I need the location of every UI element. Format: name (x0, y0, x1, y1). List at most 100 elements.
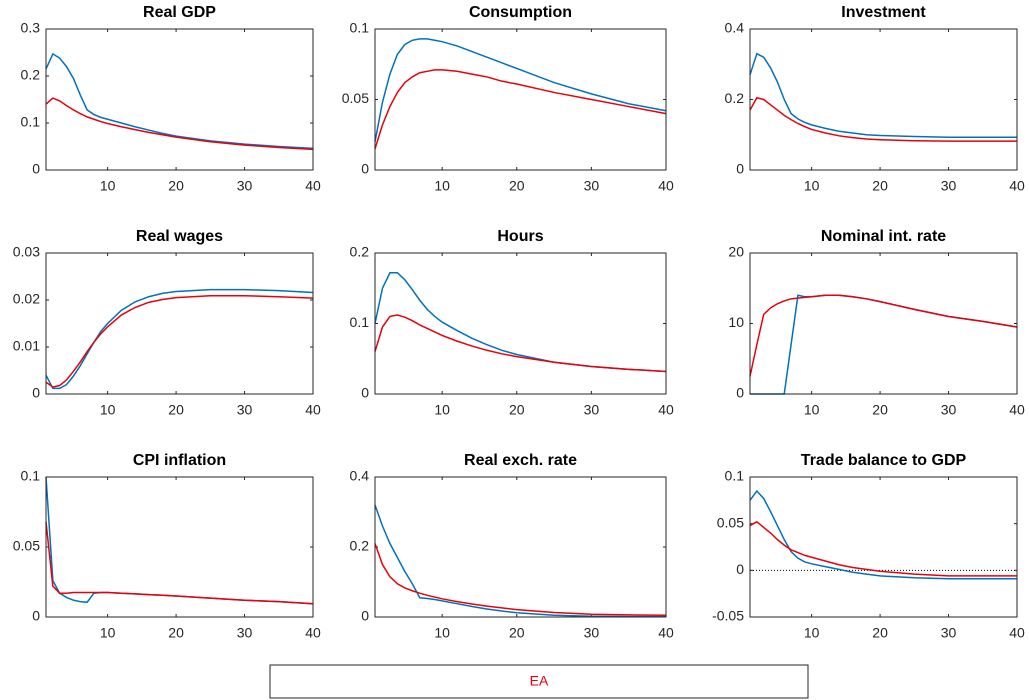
x-tick-label: 30 (584, 402, 600, 418)
y-tick-label: 0.1 (350, 20, 370, 36)
line-series (45, 288, 314, 390)
x-tick-label: 30 (941, 625, 957, 641)
axes-box (374, 476, 667, 618)
x-tick-label: 40 (305, 402, 321, 418)
axes-box (374, 28, 667, 171)
subplot-title: Real GDP (143, 4, 216, 21)
x-tick-label: 30 (237, 402, 253, 418)
subplot-title: Investment (841, 4, 926, 21)
y-tick-label: 0.1 (350, 314, 370, 330)
x-tick-label: 20 (509, 402, 525, 418)
subplot-title: Hours (497, 228, 543, 245)
x-tick-label: 20 (168, 402, 184, 418)
line-series (45, 295, 314, 388)
y-tick-label: 0.2 (350, 538, 370, 554)
axes-box (45, 476, 314, 618)
y-tick-label: 0.03 (13, 244, 40, 260)
x-tick-label: 30 (941, 402, 957, 418)
line-series (374, 504, 666, 618)
x-tick-label: 30 (941, 178, 957, 194)
axes-box (374, 252, 667, 395)
x-tick-label: 20 (872, 178, 888, 194)
legend-label: EA (530, 673, 549, 689)
x-tick-label: 30 (584, 178, 600, 194)
x-tick-label: 10 (434, 402, 450, 418)
axes-box (749, 476, 1018, 618)
y-tick-label: 0.05 (342, 90, 369, 106)
x-tick-label: 40 (305, 178, 321, 194)
subplot-title: Real wages (136, 228, 223, 245)
line-series (749, 96, 1017, 142)
axes-box (749, 28, 1018, 171)
y-tick-label: 0 (32, 608, 40, 624)
x-tick-label: 10 (804, 402, 820, 418)
y-tick-label: 0.1 (21, 114, 41, 130)
x-tick-label: 20 (168, 625, 184, 641)
x-tick-label: 40 (305, 625, 321, 641)
subplot-title: Consumption (469, 4, 572, 21)
y-tick-label: -0.05 (712, 608, 744, 624)
x-tick-label: 10 (804, 625, 820, 641)
y-tick-label: 0.2 (725, 90, 745, 106)
x-tick-label: 30 (237, 178, 253, 194)
line-series (749, 520, 1017, 577)
y-tick-label: 0 (361, 608, 369, 624)
x-tick-label: 20 (872, 625, 888, 641)
legend-box (269, 664, 809, 699)
y-tick-label: 0.4 (725, 20, 745, 36)
y-tick-label: 0 (736, 161, 744, 177)
y-tick-label: 0.3 (21, 20, 41, 36)
legend: EA (269, 664, 809, 699)
line-series (750, 294, 1018, 395)
x-tick-label: 10 (100, 178, 116, 194)
y-tick-label: 0.1 (21, 468, 41, 484)
y-tick-label: 0.01 (13, 338, 40, 354)
x-tick-label: 20 (872, 402, 888, 418)
x-tick-label: 30 (584, 625, 600, 641)
line-series (45, 97, 314, 151)
y-tick-label: 0.2 (350, 244, 370, 260)
line-series (374, 543, 667, 616)
x-tick-label: 20 (509, 625, 525, 641)
x-tick-label: 40 (1009, 402, 1025, 418)
x-tick-label: 40 (1009, 625, 1025, 641)
y-tick-label: 0.1 (725, 468, 745, 484)
y-tick-label: 20 (728, 244, 744, 260)
y-tick-label: 0.02 (13, 291, 40, 307)
x-tick-label: 30 (237, 625, 253, 641)
subplot-title: Nominal int. rate (821, 228, 946, 245)
y-tick-label: 10 (728, 314, 744, 330)
y-tick-label: 0.2 (21, 67, 41, 83)
line-series (45, 476, 314, 605)
line-series (374, 314, 667, 373)
line-series (374, 38, 667, 142)
x-tick-label: 10 (804, 178, 820, 194)
y-tick-label: 0 (736, 561, 744, 577)
line-series (374, 69, 667, 150)
y-tick-label: 0 (361, 385, 369, 401)
y-tick-label: 0.05 (717, 514, 744, 530)
x-tick-label: 40 (1009, 178, 1025, 194)
x-tick-label: 20 (168, 178, 184, 194)
axes-box (749, 252, 1018, 395)
line-series (749, 52, 1017, 138)
x-tick-label: 20 (509, 178, 525, 194)
y-tick-label: 0.05 (13, 538, 40, 554)
y-tick-label: 0.4 (350, 468, 370, 484)
line-series (749, 294, 1018, 377)
x-tick-label: 10 (100, 625, 116, 641)
x-tick-label: 10 (434, 625, 450, 641)
line-series (749, 489, 1017, 580)
axes-box (45, 28, 314, 171)
y-tick-label: 0 (361, 161, 369, 177)
line-series (45, 52, 314, 150)
subplot-title: Trade balance to GDP (801, 452, 967, 469)
x-tick-label: 10 (100, 402, 116, 418)
x-tick-label: 40 (658, 625, 674, 641)
line-series (45, 521, 314, 605)
x-tick-label: 40 (658, 402, 674, 418)
axes-box (45, 252, 314, 395)
subplot-title: CPI inflation (133, 452, 226, 469)
y-tick-label: 0 (32, 385, 40, 401)
